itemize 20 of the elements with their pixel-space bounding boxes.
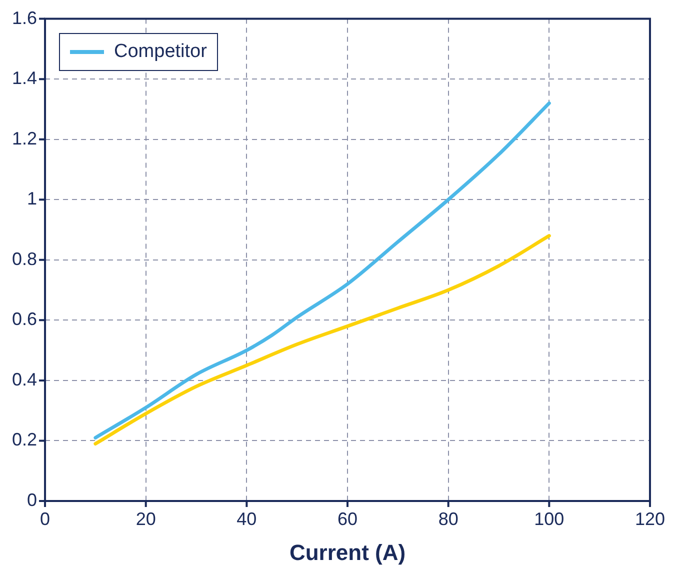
y-tick-label: 0 — [27, 490, 38, 510]
y-tick-label: 0.6 — [12, 309, 38, 330]
line-series — [94, 234, 551, 446]
y-tick-label: 0.8 — [12, 248, 38, 269]
x-tick-label: 40 — [236, 508, 257, 529]
x-tick-label: 100 — [534, 508, 564, 529]
y-tick-label: 1.4 — [12, 68, 38, 88]
y-tick-label: 1.2 — [12, 128, 38, 148]
x-tick-label: 120 — [634, 508, 666, 529]
y-tick-label: 1.6 — [12, 8, 38, 28]
line-series — [94, 101, 551, 440]
x-axis-title: Current (A) — [289, 540, 406, 565]
x-tick-label: 20 — [136, 508, 156, 529]
x-tick-label: 80 — [438, 508, 458, 529]
legend-label: Competitor — [114, 40, 207, 63]
x-tick-label: 0 — [40, 508, 50, 529]
y-tick-label: 0.2 — [12, 430, 38, 450]
y-tick-label: 1 — [27, 188, 38, 209]
y-tick-label: 0.4 — [12, 369, 38, 390]
x-tick-label: 60 — [337, 508, 358, 529]
